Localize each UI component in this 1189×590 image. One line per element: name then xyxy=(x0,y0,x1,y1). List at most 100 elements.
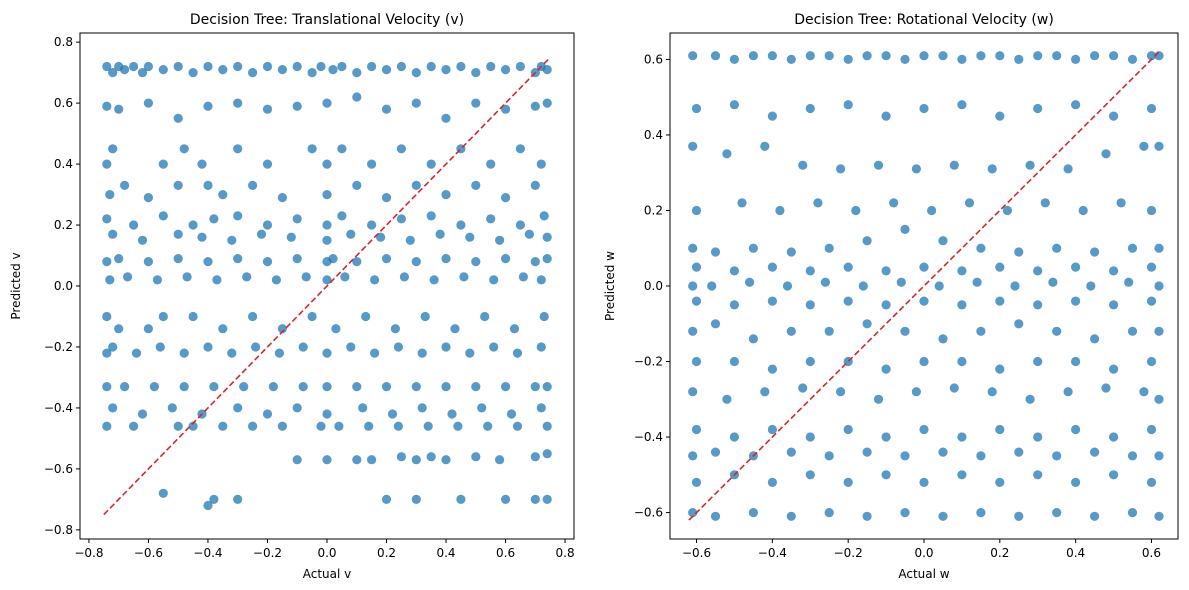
data-point xyxy=(729,100,740,110)
data-point xyxy=(748,243,759,253)
data-point xyxy=(486,214,496,224)
x-tick-label: −0.2 xyxy=(253,546,282,560)
data-point xyxy=(173,113,183,123)
data-point xyxy=(367,455,377,465)
data-point xyxy=(435,229,445,239)
y-tick-label: −0.4 xyxy=(634,430,663,444)
data-point xyxy=(411,98,421,108)
data-point xyxy=(1071,54,1081,64)
data-point xyxy=(429,275,439,285)
data-point xyxy=(471,452,481,462)
data-point xyxy=(381,494,392,504)
data-point xyxy=(938,236,948,246)
data-point xyxy=(938,51,948,61)
data-point xyxy=(1025,394,1035,404)
data-point xyxy=(542,494,552,504)
x-tick-label: 0.6 xyxy=(1142,546,1161,560)
data-point xyxy=(158,159,168,169)
data-point xyxy=(120,382,130,392)
data-point xyxy=(197,159,207,169)
data-point xyxy=(957,300,967,310)
data-point xyxy=(102,421,112,431)
plot-frame xyxy=(79,32,575,540)
data-point xyxy=(1154,243,1164,253)
data-point xyxy=(477,403,487,413)
data-point xyxy=(881,432,891,442)
data-point xyxy=(1139,387,1149,397)
data-point xyxy=(691,477,702,487)
data-point xyxy=(441,342,451,352)
data-point xyxy=(786,447,796,457)
data-point xyxy=(1101,149,1111,159)
data-point xyxy=(352,92,362,102)
data-point xyxy=(995,51,1005,61)
data-point xyxy=(292,403,302,413)
data-point xyxy=(737,198,747,208)
x-tick-label: 0.4 xyxy=(436,546,455,560)
data-point xyxy=(911,164,922,174)
data-point xyxy=(542,254,552,264)
chart-title: Decision Tree: Translational Velocity (v… xyxy=(190,12,464,28)
data-point xyxy=(450,324,460,334)
data-point xyxy=(515,220,526,230)
data-point xyxy=(251,342,261,352)
data-point xyxy=(361,311,371,322)
data-point xyxy=(173,229,183,239)
data-point xyxy=(1116,198,1126,208)
x-tick-label: 0.0 xyxy=(317,546,336,560)
data-point xyxy=(881,364,891,374)
data-point xyxy=(411,257,421,267)
data-point xyxy=(515,144,526,154)
data-point xyxy=(688,507,698,518)
data-point xyxy=(995,296,1005,306)
data-point xyxy=(1071,424,1081,435)
data-point xyxy=(775,205,785,216)
data-point xyxy=(441,190,451,200)
data-point xyxy=(227,348,237,358)
data-point xyxy=(710,447,721,457)
data-point xyxy=(426,452,436,462)
data-point xyxy=(277,65,287,75)
data-point xyxy=(387,409,398,419)
data-point xyxy=(786,247,796,257)
data-point xyxy=(542,449,552,459)
data-point xyxy=(536,275,546,285)
data-point xyxy=(209,382,219,392)
data-point xyxy=(114,254,124,264)
data-point xyxy=(286,232,296,242)
data-point xyxy=(1127,326,1138,336)
data-point xyxy=(441,65,451,75)
data-point xyxy=(396,144,406,154)
data-point xyxy=(1109,432,1119,442)
data-point xyxy=(137,409,148,419)
data-point xyxy=(411,68,421,78)
y-tick-label: 0.8 xyxy=(54,35,73,49)
data-point xyxy=(426,159,436,169)
data-point xyxy=(203,61,213,72)
data-point xyxy=(453,421,463,431)
data-point xyxy=(316,61,326,72)
data-point xyxy=(328,254,338,264)
data-point xyxy=(1146,424,1157,435)
data-point xyxy=(1090,247,1100,257)
data-point xyxy=(767,111,778,121)
x-tick-label: −0.2 xyxy=(834,546,863,560)
data-point xyxy=(411,180,421,190)
data-point xyxy=(262,220,273,230)
data-point xyxy=(301,272,311,282)
data-point xyxy=(337,61,347,72)
x-tick-label: 0.6 xyxy=(496,546,515,560)
data-point xyxy=(722,149,732,159)
data-point xyxy=(1033,266,1043,276)
data-point xyxy=(137,235,148,245)
data-point xyxy=(919,103,929,114)
data-point xyxy=(949,160,959,170)
x-tick-label: −0.4 xyxy=(758,546,787,560)
data-point xyxy=(881,51,891,61)
data-point xyxy=(938,511,948,521)
data-point xyxy=(858,281,868,291)
data-point xyxy=(328,65,338,75)
data-point xyxy=(218,324,228,334)
data-point xyxy=(1109,51,1119,61)
data-point xyxy=(919,424,929,435)
